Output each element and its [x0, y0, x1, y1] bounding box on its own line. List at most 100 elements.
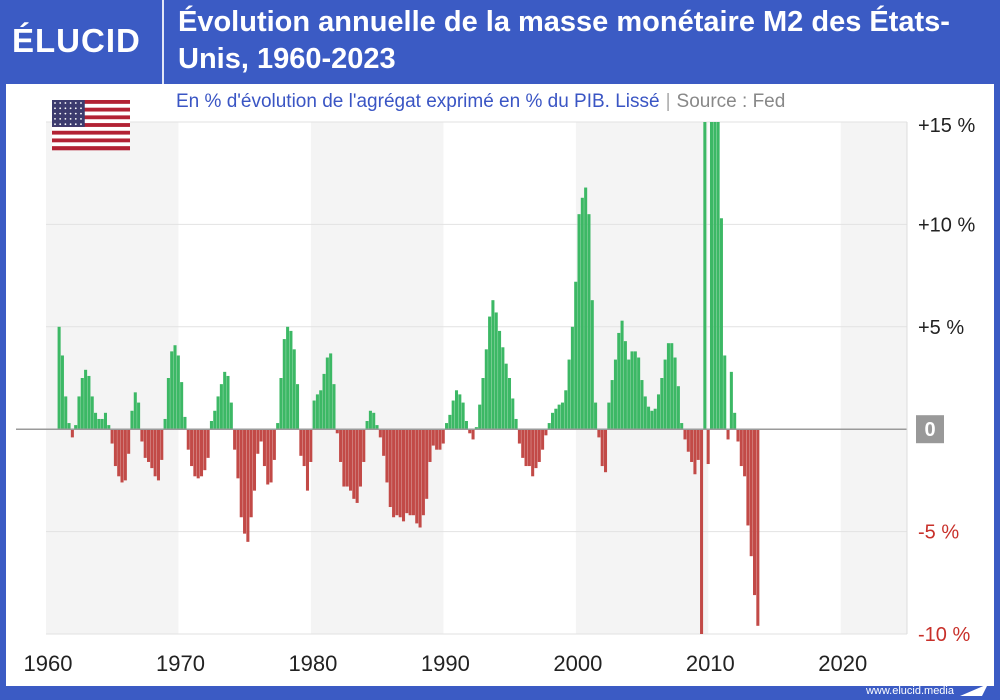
bar-positive — [676, 386, 680, 430]
bar-negative — [70, 429, 74, 438]
bar-negative — [411, 429, 415, 516]
bar-positive — [504, 363, 508, 430]
bar-negative — [269, 429, 273, 483]
bar-negative — [398, 429, 402, 518]
y-tick-label: +5 % — [918, 317, 964, 339]
bar-positive — [660, 378, 664, 430]
bar-negative — [335, 429, 339, 434]
bar-positive — [133, 392, 137, 430]
bar-negative — [438, 429, 442, 450]
bar-negative — [127, 429, 131, 454]
bar-negative — [143, 429, 147, 458]
brand-logo[interactable]: ÉLUCID — [12, 22, 141, 59]
bar-positive — [613, 359, 617, 430]
bar-positive — [365, 421, 369, 430]
bar-positive — [166, 378, 170, 430]
bar-negative — [696, 429, 700, 460]
flag-star — [54, 118, 56, 120]
footer-url[interactable]: www.elucid.media — [865, 685, 954, 697]
bar-negative — [408, 429, 412, 516]
bar-negative — [243, 429, 247, 534]
bar-positive — [663, 359, 667, 430]
bar-positive — [584, 187, 588, 430]
bar-positive — [650, 410, 654, 430]
bar-positive — [554, 408, 558, 430]
bar-positive — [276, 423, 280, 430]
bar-negative — [736, 429, 740, 442]
bar-positive — [87, 375, 91, 430]
bar-negative — [428, 429, 432, 462]
bar-positive — [103, 412, 107, 430]
bar-positive — [713, 122, 717, 430]
flag-star — [74, 107, 77, 110]
bar-positive — [332, 384, 336, 430]
bar-positive — [580, 197, 584, 430]
flag-star — [64, 112, 67, 115]
flag-stripe — [52, 123, 130, 128]
x-tick-label: 1960 — [24, 651, 73, 676]
bar-positive — [666, 343, 670, 430]
bar-positive — [90, 396, 94, 430]
bar-negative — [524, 429, 528, 467]
bar-positive — [491, 300, 495, 430]
bar-positive — [474, 427, 478, 430]
flag-stripe — [52, 111, 130, 116]
bar-positive — [507, 378, 512, 430]
bar-negative — [544, 429, 548, 436]
bar-negative — [147, 429, 151, 462]
flag-star — [69, 123, 72, 126]
bar-negative — [262, 429, 266, 467]
bar-positive — [315, 394, 319, 430]
bar-negative — [256, 429, 260, 454]
header: ÉLUCID Évolution annuelle de la masse mo… — [0, 0, 1000, 84]
flag-star — [54, 107, 56, 110]
flag-star — [64, 102, 67, 104]
bar-positive — [130, 410, 134, 430]
bar-positive — [74, 425, 78, 430]
bar-negative — [309, 429, 313, 462]
bar-negative — [186, 429, 190, 450]
bar-positive — [461, 402, 465, 430]
flag-stripe — [52, 119, 130, 124]
bar-positive — [557, 404, 561, 430]
flag-star — [80, 118, 82, 120]
chart-subtitle: En % d'évolution de l'agrégat exprimé en… — [176, 91, 660, 112]
bar-positive — [627, 359, 631, 430]
bar-positive — [183, 416, 187, 430]
bar-positive — [372, 412, 376, 430]
bar-negative — [531, 429, 535, 477]
flag-star — [69, 102, 72, 104]
flag-star — [80, 123, 82, 126]
flag-star — [80, 102, 82, 104]
bar-positive — [107, 425, 111, 430]
bar-negative — [160, 429, 164, 460]
flag-stripe — [52, 100, 130, 105]
bar-positive — [590, 300, 594, 430]
bar-negative — [418, 429, 422, 528]
flag-star — [74, 112, 77, 115]
bar-negative — [401, 429, 406, 522]
bar-negative — [388, 429, 392, 508]
bar-positive — [292, 349, 296, 430]
bar-negative — [415, 429, 419, 524]
bar-positive — [630, 351, 634, 430]
bar-negative — [302, 429, 306, 467]
flag-star — [64, 123, 67, 126]
bar-negative — [597, 429, 601, 438]
bar-positive — [80, 378, 84, 430]
bar-positive — [180, 382, 184, 430]
bar-positive — [484, 349, 488, 430]
bar-positive — [219, 384, 223, 430]
bar-positive — [567, 359, 571, 430]
flag-canton — [52, 100, 85, 127]
bar-positive — [637, 357, 641, 430]
bar-negative — [342, 429, 346, 487]
flag-star — [54, 102, 56, 104]
bar-positive — [229, 402, 233, 430]
bar-negative — [471, 429, 475, 440]
bar-positive — [226, 375, 230, 430]
bar-negative — [236, 429, 240, 479]
brand-mark-icon — [960, 684, 988, 696]
bar-positive — [488, 316, 492, 430]
